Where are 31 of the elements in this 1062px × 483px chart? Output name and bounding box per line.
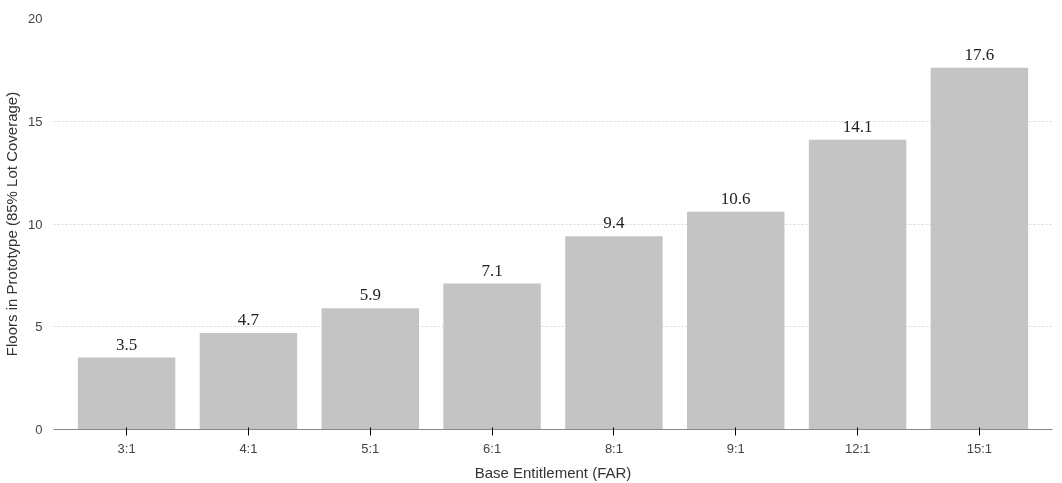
bar — [443, 283, 541, 430]
data-label: 9.4 — [603, 213, 626, 233]
bar — [565, 236, 663, 430]
x-tick-label: 12:1 — [844, 440, 871, 456]
data-label: 4.7 — [237, 309, 260, 329]
y-axis-title: Floors in Prototype (85% Lot Coverage) — [3, 91, 21, 357]
bar — [930, 67, 1029, 430]
data-label: 3.5 — [115, 334, 138, 354]
bar — [687, 211, 785, 430]
y-tick-label: 15 — [28, 113, 43, 129]
bar — [321, 308, 419, 430]
x-tick-label: 9:1 — [726, 440, 745, 456]
x-tick-label: 15:1 — [966, 440, 993, 456]
y-tick-label: 5 — [35, 319, 43, 335]
bar — [199, 332, 298, 430]
bar — [808, 139, 907, 430]
data-label: 10.6 — [720, 188, 751, 208]
x-axis-title: Base Entitlement (FAR) — [474, 463, 632, 481]
x-tick-label: 4:1 — [239, 440, 258, 456]
x-tick-label: 6:1 — [483, 440, 502, 456]
data-label: 5.9 — [359, 285, 381, 305]
x-tick-label: 8:1 — [604, 440, 623, 456]
data-label: 14.1 — [842, 116, 873, 136]
data-label: 7.1 — [481, 260, 503, 280]
y-tick-label: 20 — [28, 11, 43, 26]
y-tick-label: 10 — [28, 216, 43, 232]
data-label: 17.6 — [964, 44, 995, 64]
bar — [77, 357, 176, 430]
x-tick-label: 3:1 — [117, 440, 136, 456]
y-tick-label: 0 — [35, 422, 43, 437]
x-tick-label: 5:1 — [361, 440, 380, 456]
